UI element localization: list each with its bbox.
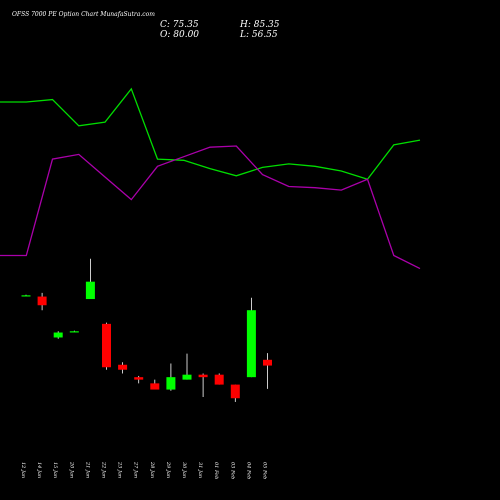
candle-body bbox=[85, 281, 95, 300]
x-tick-label: 15 Jan bbox=[52, 462, 58, 478]
candle-body bbox=[118, 364, 128, 370]
x-tick-label: 27 Jan bbox=[133, 461, 139, 478]
candle-body bbox=[166, 377, 176, 390]
x-tick-label: 31 Jan bbox=[197, 462, 203, 478]
candle-body bbox=[182, 374, 192, 380]
candle-body bbox=[263, 359, 272, 366]
chart-title: OFSS 7000 PE Option Chart MunafaSutra.co… bbox=[12, 11, 155, 18]
x-tick-label: 28 Jan bbox=[149, 461, 155, 478]
ohlc-high: H: 85.35 bbox=[239, 20, 280, 30]
x-axis-ticks: 12 Jan 14 Jan 15 Jan 20 Jan 21 Jan 22 Jan 23 J… bbox=[20, 461, 268, 479]
x-tick-label: 05 Feb bbox=[262, 462, 268, 479]
indicator-lines bbox=[0, 87, 421, 270]
ohlc-close: C: 75.35 bbox=[160, 20, 199, 30]
x-tick-label: 29 Jan bbox=[165, 461, 171, 478]
candle-body bbox=[102, 323, 111, 368]
candle-body bbox=[69, 331, 79, 333]
candle-body bbox=[214, 374, 224, 385]
candle-body bbox=[37, 296, 47, 306]
x-tick-label: 30 Jan bbox=[181, 462, 187, 478]
line-series-1 bbox=[0, 87, 421, 181]
line-series-2 bbox=[0, 145, 421, 270]
candle-body bbox=[230, 384, 240, 399]
x-tick-label: 14 Jan bbox=[36, 462, 42, 478]
x-tick-label: 01 Feb bbox=[213, 462, 219, 479]
candlesticks bbox=[21, 258, 272, 402]
x-tick-label: 03 Feb bbox=[229, 462, 235, 479]
candle-body bbox=[21, 295, 31, 297]
candle-body bbox=[134, 377, 144, 380]
x-tick-label: 20 Jan bbox=[68, 461, 74, 478]
x-tick-label: 22 Jan bbox=[101, 461, 107, 478]
x-tick-label: 21 Jan bbox=[84, 461, 90, 478]
x-tick-label: 23 Jan bbox=[117, 461, 123, 478]
ohlc-low: L: 56.55 bbox=[239, 30, 278, 40]
x-tick-label: 12 Jan bbox=[20, 462, 26, 478]
x-tick-label: 04 Feb bbox=[245, 462, 251, 479]
candle-body bbox=[53, 332, 63, 338]
candle-body bbox=[246, 310, 256, 378]
ohlc-open: O: 80.00 bbox=[160, 30, 199, 40]
candle-body bbox=[198, 374, 208, 378]
candle-body bbox=[150, 383, 160, 390]
